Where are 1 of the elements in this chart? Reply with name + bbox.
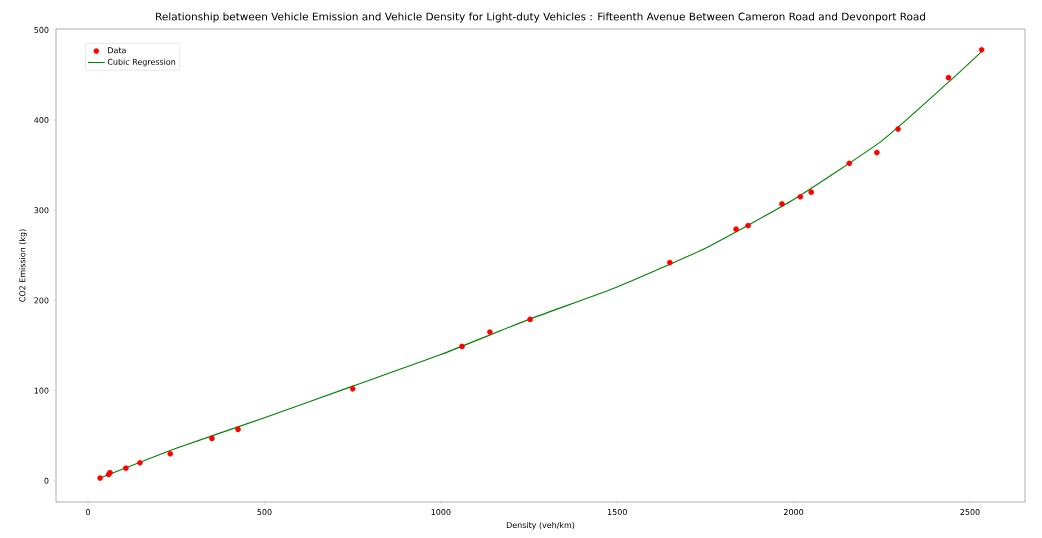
chart-title: Relationship between Vehicle Emission and Vehicle Density for Light-duty Vehicles : Fifteenth Avenue Between Cameron Road and Devonport Road bbox=[156, 12, 926, 23]
